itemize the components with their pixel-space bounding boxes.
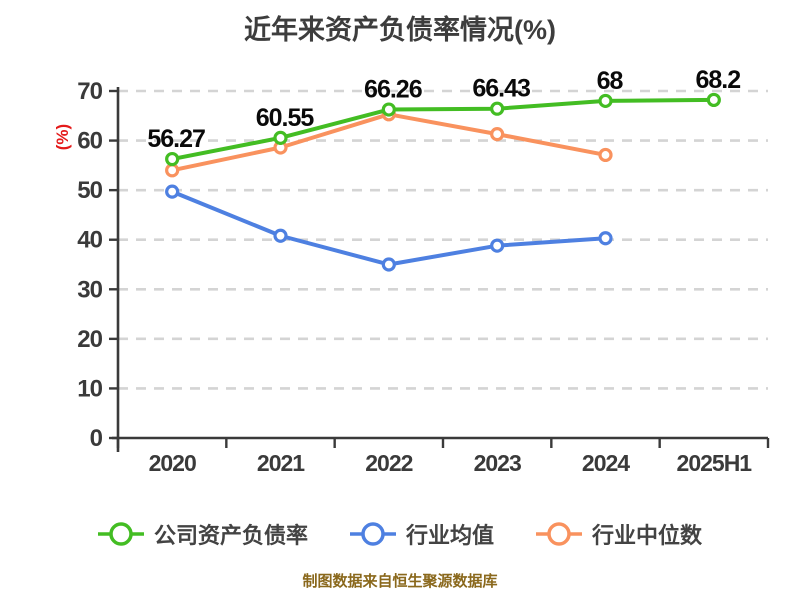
series-line [171,189,606,267]
y-tick-label: 70 [77,78,102,105]
data-point-marker [273,130,288,145]
data-point-marker [490,127,505,142]
legend-marker-industry-avg-icon [349,522,396,546]
data-point-marker [165,151,180,167]
legend-marker-company-icon [97,522,144,546]
legend-label-company: 公司资产负债率 [153,523,308,548]
series-line [171,112,606,173]
data-point-marker [165,184,180,199]
x-tick-label: 2021 [257,450,305,476]
y-tick-label: 0 [90,425,103,452]
series-line [171,97,714,162]
x-tick-label: 2025H1 [677,450,753,476]
data-point-marker [381,257,396,272]
x-tick-label: 2020 [149,450,196,476]
data-point-marker [381,102,396,117]
y-tick-label: 10 [77,375,102,402]
x-tick-label: 2022 [365,450,412,476]
legend-label-industry-median: 行业中位数 [592,523,703,548]
data-point-marker [273,228,288,243]
data-point-marker [490,238,505,253]
y-tick-label: 40 [77,227,102,254]
x-tick-label: 2024 [582,450,630,476]
data-point-label: 66.43 [472,75,530,103]
data-point-marker [598,147,613,163]
data-point-marker [165,163,180,178]
chart-title: 近年来资产负债率情况(%) [244,15,556,45]
x-tick-label: 2023 [474,450,521,476]
data-point-marker [598,231,613,246]
y-tick-label: 20 [77,326,102,353]
legend-item-industry-median[interactable]: 行业中位数 [536,518,702,550]
legend-item-industry-avg[interactable]: 行业均值 [349,518,494,550]
data-source-note: 制图数据来自恒生聚源数据库 [302,573,498,590]
legend-marker-industry-median-icon [536,522,582,546]
y-tick-label: 60 [77,128,102,155]
data-point-marker [706,92,721,108]
y-tick-label: 50 [77,177,102,204]
chart-legend: 公司资产负债率 行业均值 行业中位数 [0,518,800,550]
data-point-label: 68.2 [695,66,740,94]
legend-item-company[interactable]: 公司资产负债率 [97,518,308,550]
data-point-label: 60.55 [256,104,315,132]
data-point-label: 66.26 [364,76,422,104]
data-point-marker [598,93,613,109]
data-point-marker [490,101,505,116]
legend-label-industry-avg: 行业均值 [405,523,494,548]
data-point-label: 68 [597,67,624,95]
data-point-label: 56.27 [147,125,205,153]
y-tick-label: 30 [77,276,102,303]
